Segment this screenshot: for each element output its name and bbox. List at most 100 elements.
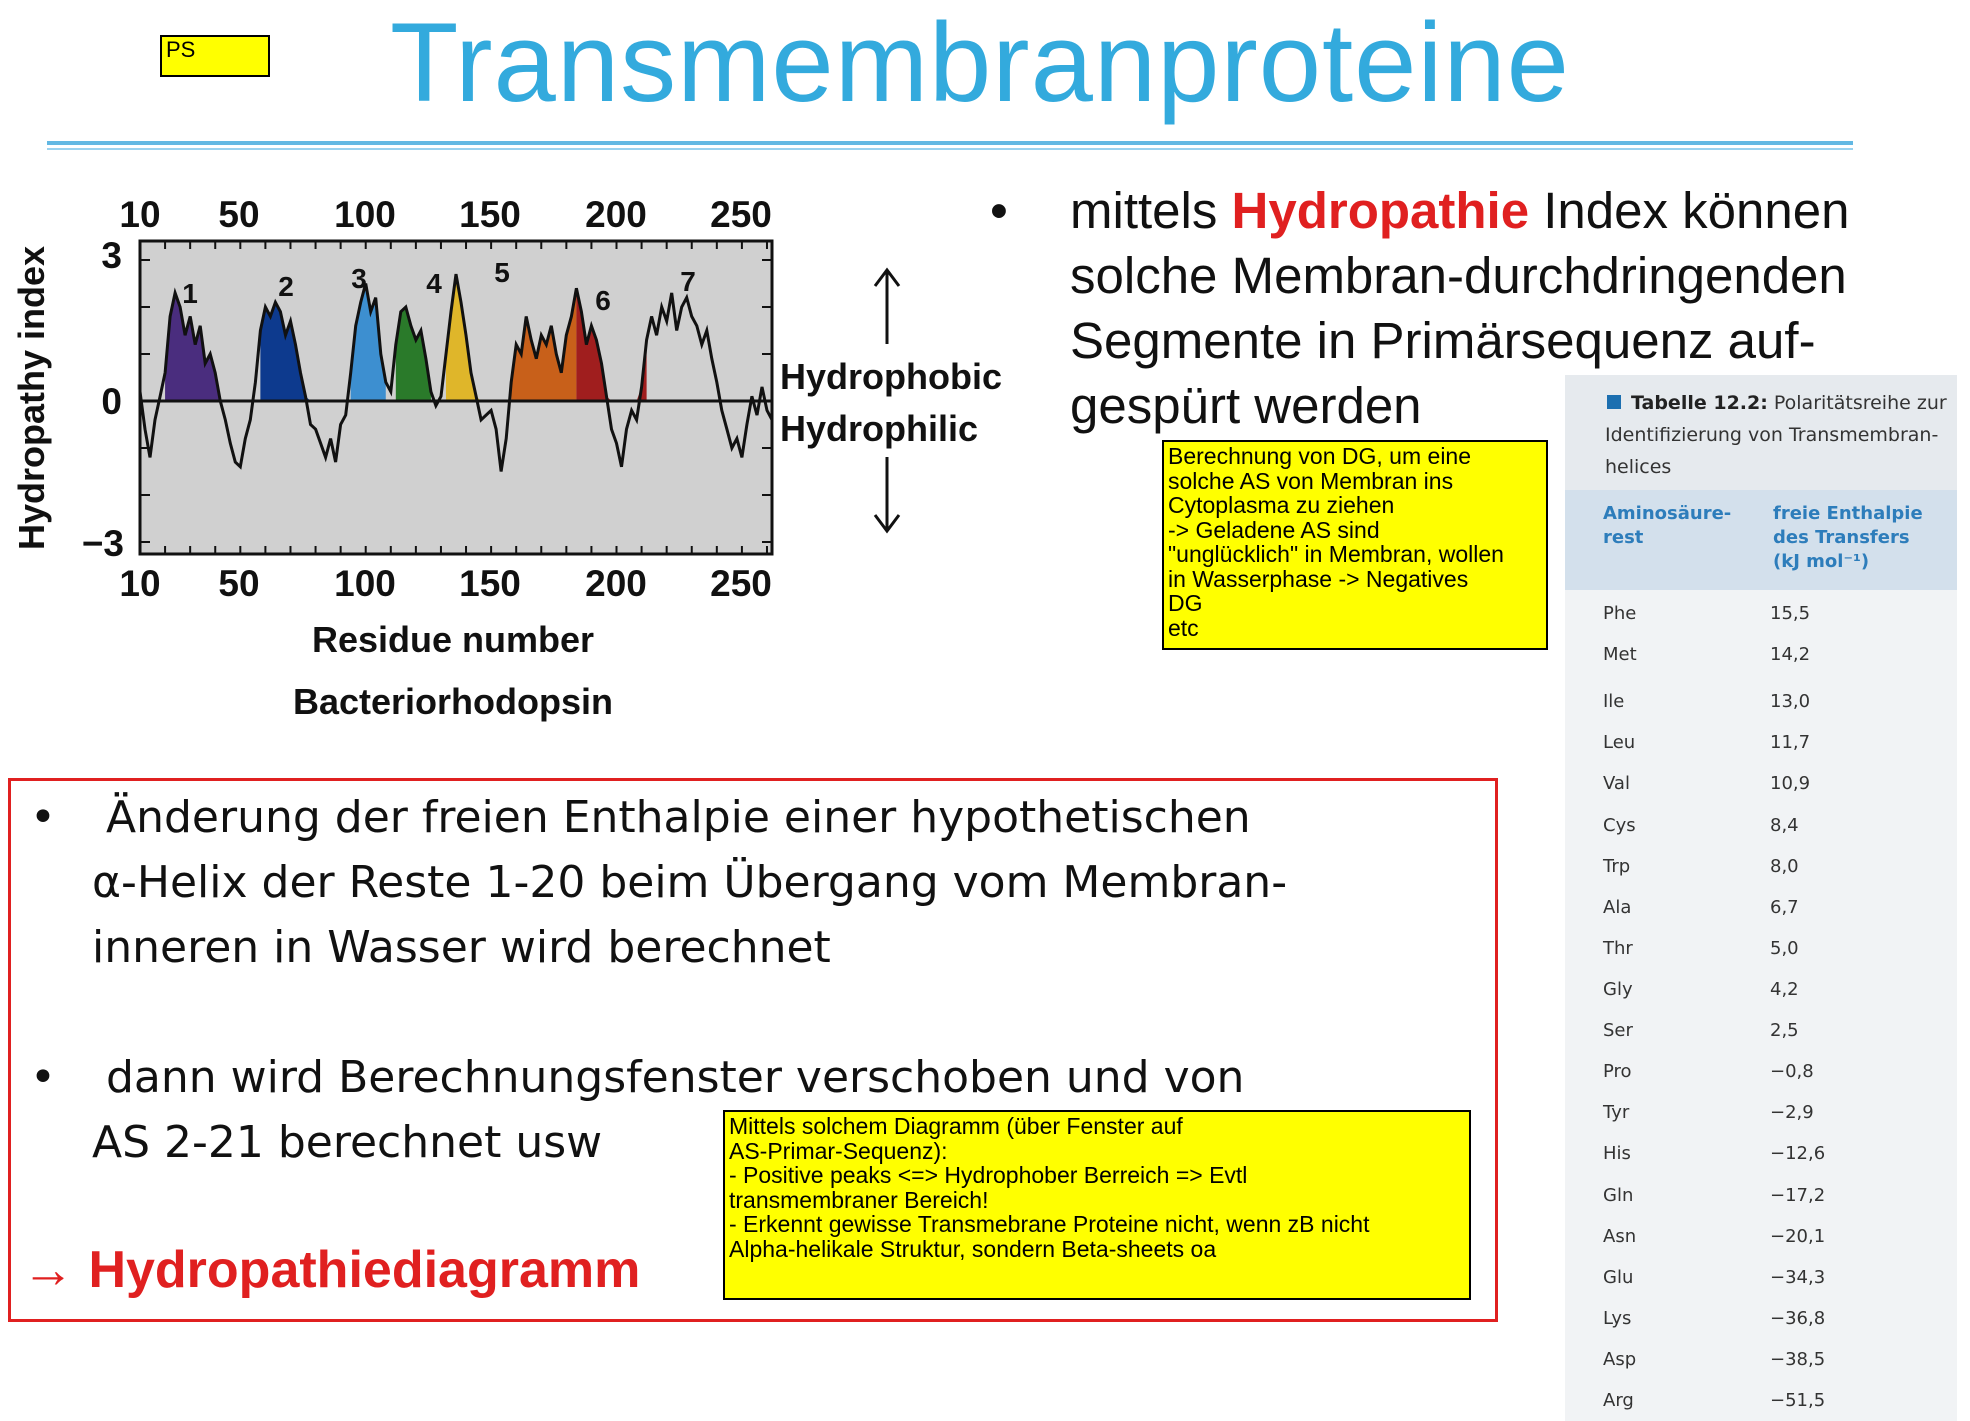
top-tick-label: 50 [218,194,259,235]
polarity-legend: Hydrophobic Hydrophilic [780,267,1030,534]
table-row: Ala 6,7 [1565,887,1957,928]
helix-2-fill [260,302,321,401]
table-row: Ile 13,0 [1565,681,1957,722]
aa-cell: Glu [1603,1267,1634,1288]
arrow-up-icon [873,267,901,344]
bottom-tick-label: 200 [585,563,647,604]
enthalpy-cell: −17,2 [1770,1185,1826,1206]
hydrophobic-label: Hydrophobic [780,356,1002,397]
table-row: Glu −34,3 [1565,1257,1957,1298]
enthalpy-cell: 5,0 [1770,938,1799,959]
hydrophilic-label: Hydrophilic [780,408,979,449]
y-tick-label: 3 [101,235,122,276]
enthalpy-cell: −36,8 [1770,1308,1826,1329]
bullet-text: mittels Hydropathie Index können solche … [1070,178,1950,438]
enthalpy-cell: 4,2 [1770,979,1799,1000]
page-title: Transmembranproteine [390,0,1570,125]
table-caption-rest: Polaritätsreihe zur Identifizierung von … [1605,392,1947,478]
enthalpy-cell: −0,8 [1770,1061,1814,1082]
note-line: "unglücklich" in Membran, wollen [1168,541,1504,567]
aa-cell: Ala [1603,897,1632,918]
note-line: - Positive peaks <=> Hydrophober Berreic… [729,1162,1248,1188]
helix-label: 2 [278,271,294,302]
bullet-dot: • [990,182,1008,239]
method-line: AS 2-21 berechnet usw [92,1117,603,1168]
table-caption: Tabelle 12.2: Polaritätsreihe zur Identi… [1565,375,1957,490]
title-divider-thin [47,148,1853,150]
table-marker-icon [1607,395,1621,409]
aa-cell: Cys [1603,815,1636,836]
y-tick-label: −3 [82,523,124,564]
y-tick-label: 0 [101,381,122,422]
enthalpy-cell: 10,9 [1770,773,1811,794]
top-tick-label: 10 [119,194,160,235]
helix-label: 6 [595,285,611,316]
table-row: Gly 4,2 [1565,969,1957,1010]
helix-label: 5 [494,257,510,288]
title-divider [47,141,1853,145]
helix-label: 1 [182,278,198,309]
table-row: Trp 8,0 [1565,846,1957,887]
method-box [8,778,1498,1322]
aa-cell: Asp [1603,1349,1637,1370]
note-line: in Wasserphase -> Negatives [1168,565,1469,592]
note-line: etc [1168,614,1199,641]
aa-cell: Thr [1603,938,1633,959]
aa-cell: Val [1603,773,1630,794]
hydropathy-trace [138,273,774,472]
enthalpy-cell: −12,6 [1770,1143,1826,1164]
method-line: α-Helix der Reste 1-20 beim Übergang vom… [92,857,1288,908]
table-caption-number: Tabelle 12.2: [1631,392,1768,414]
method-line: dann wird Berechnungsfenster verschoben … [106,1052,1245,1103]
table-row: Cys 8,4 [1565,805,1957,846]
helix-label: 7 [680,266,696,297]
helix-7-fill [576,288,647,401]
helix-5-fill [445,274,492,401]
helix-label: 4 [426,268,442,299]
table-row: Gln −17,2 [1565,1175,1957,1216]
note-line: -> Geladene AS sind [1168,516,1380,543]
aa-cell: Phe [1603,603,1637,624]
enthalpy-cell: 8,4 [1770,815,1799,836]
plot-ticks [139,241,772,554]
bottom-tick-label: 250 [710,563,772,604]
hydropathy-plot: 10 50 100 150 200 250 10 50 100 150 200 … [11,194,774,722]
note-line: Mittels solchem Diagramm (über Fenster a… [729,1113,1183,1139]
enthalpy-cell: −20,1 [1770,1226,1826,1247]
arrow-down-icon [873,457,901,534]
table-header: Aminosäure- rest freie Enthalpie des Tra… [1565,490,1957,590]
table-row: Leu 11,7 [1565,722,1957,763]
aa-cell: Tyr [1603,1102,1630,1123]
aa-cell: Met [1603,644,1637,665]
table-row: Pro −0,8 [1565,1051,1957,1092]
aa-cell: Trp [1603,856,1631,877]
aa-cell: Ser [1603,1020,1633,1041]
col-header-line: des Transfers [1773,527,1910,548]
bottom-tick-label: 10 [119,563,160,604]
col-header-line: freie Enthalpie [1773,503,1923,524]
aa-cell: Asn [1603,1226,1637,1247]
table-caption-text: Tabelle 12.2: Polaritätsreihe zur Identi… [1605,387,1950,483]
table-row: His −12,6 [1565,1133,1957,1174]
table-row: Asn −20,1 [1565,1216,1957,1257]
table-row: Tyr −2,9 [1565,1092,1957,1133]
bottom-tick-label: 100 [334,563,396,604]
note-line: AS-Primar-Sequenz): [729,1137,948,1164]
table-row: Phe 15,5 [1565,593,1957,634]
method-line: Änderung der freien Enthalpie einer hypo… [106,792,1251,843]
note-line: solche AS von Membran ins [1168,467,1454,494]
table-row: Val 10,9 [1565,763,1957,804]
enthalpy-cell: 2,5 [1770,1020,1799,1041]
table-row: Met 14,2 [1565,634,1957,675]
polarity-table: Tabelle 12.2: Polaritätsreihe zur Identi… [1565,375,1957,1421]
method-line: inneren in Wasser wird berechnet [92,922,831,973]
enthalpy-cell: −2,9 [1770,1102,1814,1123]
col-header-line: Aminosäure- [1603,503,1732,524]
protein-label: Bacteriorhodopsin [293,681,613,722]
enthalpy-cell: −34,3 [1770,1267,1826,1288]
col-header-line: rest [1603,527,1644,548]
bottom-tick-label: 50 [218,563,259,604]
aa-cell: Leu [1603,732,1636,753]
aa-cell: Ile [1603,691,1625,712]
bullet-text-part: Index können solche Membran-durchdringen… [1070,182,1850,434]
